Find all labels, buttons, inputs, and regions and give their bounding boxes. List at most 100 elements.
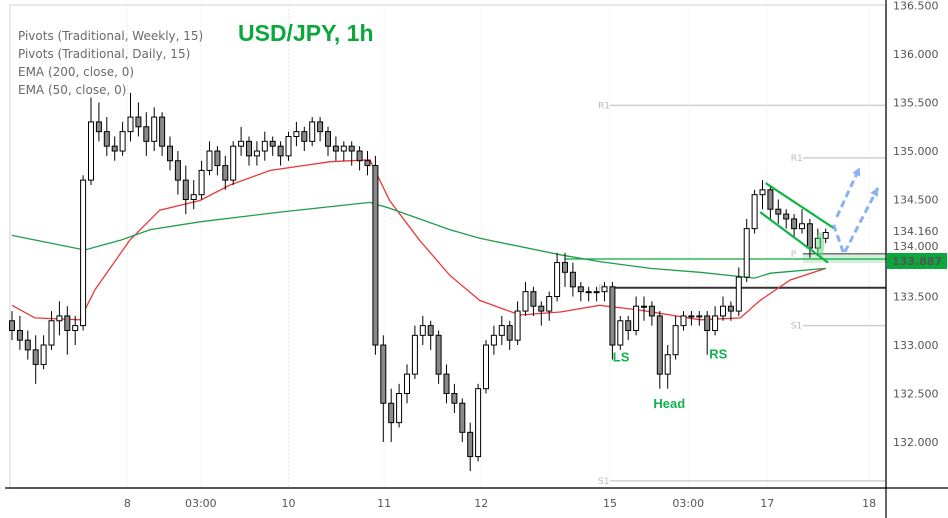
candle-up xyxy=(743,228,750,278)
candle-up xyxy=(72,325,79,331)
legend-daily-pivots[interactable]: Pivots (Traditional, Daily, 15) xyxy=(18,47,191,61)
candle-down xyxy=(214,150,221,167)
candle-down xyxy=(301,131,308,142)
candle-down xyxy=(435,334,442,375)
x-tick-label: 10 xyxy=(282,497,296,510)
candle-up xyxy=(735,276,742,312)
candle-down xyxy=(427,325,434,336)
candle-up xyxy=(696,315,703,318)
candle-up xyxy=(127,116,134,133)
candle-down xyxy=(791,218,798,230)
candle-up xyxy=(475,388,482,458)
candle-up xyxy=(641,305,647,308)
candle-down xyxy=(24,339,31,351)
candle-up xyxy=(633,305,640,331)
y-tick-label: 135.000 xyxy=(893,145,939,158)
y-tick-label: 133.500 xyxy=(893,291,939,304)
candle-down xyxy=(269,140,276,147)
candle-up xyxy=(601,286,608,293)
candle-down xyxy=(167,145,173,162)
x-tick-label: 11 xyxy=(377,497,391,510)
y-tick-label: 135.500 xyxy=(893,97,939,110)
legend-weekly-pivots[interactable]: Pivots (Traditional, Weekly, 15) xyxy=(18,29,204,43)
candle-up xyxy=(514,310,521,341)
x-tick-label: 18 xyxy=(862,497,876,510)
pivot-label-daily-s1: S1 xyxy=(791,322,802,332)
ema-200-line xyxy=(11,201,826,279)
candle-down xyxy=(577,286,584,293)
candle-up xyxy=(617,320,624,346)
candle-down xyxy=(767,189,774,210)
candle-down xyxy=(246,140,252,157)
candle-down xyxy=(775,208,782,215)
candle-down xyxy=(103,131,110,147)
candle-up xyxy=(119,131,126,152)
last-price-box xyxy=(888,224,946,239)
candle-up xyxy=(198,169,205,196)
candle-down xyxy=(443,373,450,395)
candle-up xyxy=(190,194,197,201)
candle-down xyxy=(727,305,734,312)
candle-up xyxy=(56,315,63,322)
candle-down xyxy=(356,150,363,162)
pattern-label-rs: RS xyxy=(709,347,727,362)
last-price-label: 134.160 xyxy=(893,225,939,238)
candle-down xyxy=(16,329,23,341)
candle-down xyxy=(388,402,395,424)
x-tick-label: 03:00 xyxy=(672,497,704,510)
arrow-head-icon xyxy=(852,167,861,177)
candle-down xyxy=(182,179,189,201)
candle-down xyxy=(380,344,387,404)
candle-up xyxy=(664,354,671,375)
candle-up xyxy=(206,150,213,171)
candle-down xyxy=(656,315,663,375)
candle-down xyxy=(277,145,284,157)
candle-up xyxy=(498,325,505,336)
candle-up xyxy=(48,320,55,346)
candle-up xyxy=(396,393,403,424)
candle-up xyxy=(230,145,237,181)
pivot-label-weekly-p: P xyxy=(598,284,604,294)
candle-down xyxy=(317,121,324,133)
y-tick-label: 132.000 xyxy=(893,436,939,449)
candle-up xyxy=(238,140,245,147)
candle-up xyxy=(799,223,805,230)
candle-up xyxy=(712,315,719,331)
x-tick-label: 03:00 xyxy=(185,497,217,510)
pivot-label-weekly-r1: R1 xyxy=(598,101,610,111)
support-price-box xyxy=(887,252,947,269)
candle-up xyxy=(411,334,418,375)
legend-ema-50[interactable]: EMA (50, close, 0) xyxy=(18,83,127,97)
candle-up xyxy=(253,150,260,157)
candle-down xyxy=(111,145,118,152)
y-tick-label: 134.500 xyxy=(893,194,939,207)
candle-down xyxy=(704,315,711,331)
support-price-label: 133.887 xyxy=(892,255,942,268)
candle-up xyxy=(483,344,489,390)
candle-down xyxy=(562,262,568,273)
candle-down xyxy=(609,286,616,346)
arrow-head-icon xyxy=(870,187,879,197)
candle-down xyxy=(222,165,229,181)
x-tick-label: 15 xyxy=(603,497,617,510)
pattern-label-ls: LS xyxy=(613,350,630,365)
candle-down xyxy=(569,271,576,288)
x-tick-label: 8 xyxy=(124,497,131,510)
candle-up xyxy=(680,315,687,327)
y-tick-label: 134.000 xyxy=(893,240,939,253)
forecast-arrow-2 xyxy=(832,187,880,258)
candle-down xyxy=(348,145,355,152)
candle-up xyxy=(404,373,410,395)
candle-down xyxy=(530,291,537,307)
candle-down xyxy=(648,305,655,317)
candle-down xyxy=(143,126,150,142)
candle-down xyxy=(451,393,458,404)
candle-down xyxy=(372,165,379,346)
candle-up xyxy=(340,145,347,152)
candle-up xyxy=(688,315,695,318)
highlight-ellipse xyxy=(816,232,825,259)
legend-ema-200[interactable]: EMA (200, close, 0) xyxy=(18,65,135,79)
candle-up xyxy=(822,232,829,239)
candle-down xyxy=(95,121,102,133)
